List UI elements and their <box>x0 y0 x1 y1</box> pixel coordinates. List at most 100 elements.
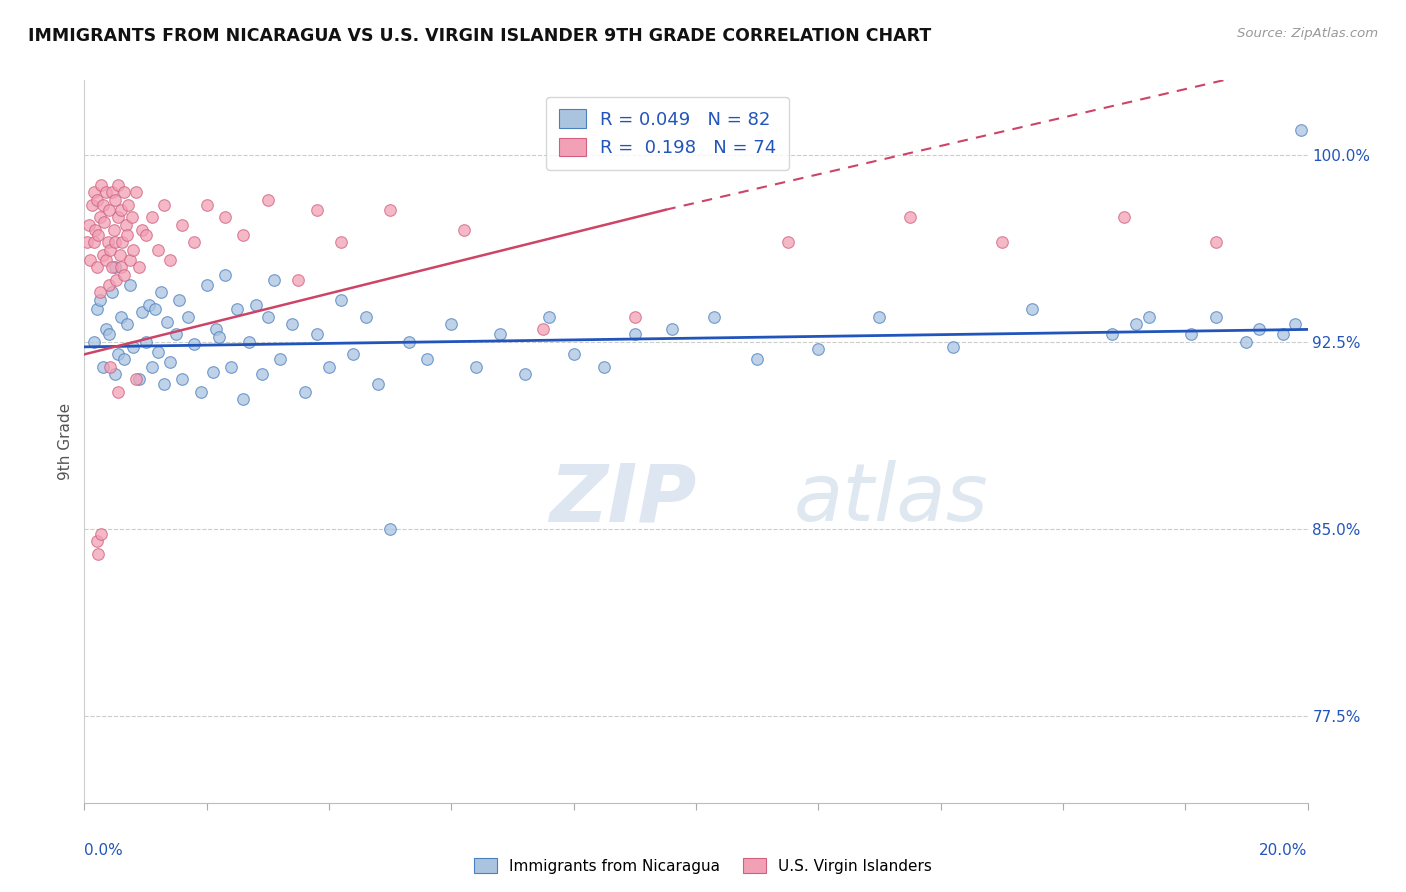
Point <box>112 352 135 367</box>
Point <box>214 211 236 225</box>
Point <box>131 223 153 237</box>
Y-axis label: 9th Grade: 9th Grade <box>58 403 73 480</box>
Point <box>153 377 176 392</box>
Point <box>104 368 127 382</box>
Point <box>318 359 340 374</box>
Point <box>117 198 139 212</box>
Legend: R = 0.049   N = 82, R =  0.198   N = 74: R = 0.049 N = 82, R = 0.198 N = 74 <box>546 96 789 169</box>
Point <box>305 327 328 342</box>
Point <box>183 235 205 250</box>
Text: IMMIGRANTS FROM NICARAGUA VS U.S. VIRGIN ISLANDER 9TH GRADE CORRELATION CHART: IMMIGRANTS FROM NICARAGUA VS U.S. VIRGIN… <box>28 27 931 45</box>
Point <box>269 352 291 367</box>
Point <box>138 297 160 311</box>
Point <box>201 365 224 379</box>
Point <box>131 305 153 319</box>
Point <box>91 359 114 374</box>
Point <box>238 334 260 349</box>
Point <box>1114 211 1136 225</box>
Point <box>305 202 328 217</box>
Point <box>89 293 111 307</box>
Point <box>97 202 120 217</box>
Point <box>440 318 463 332</box>
Point <box>177 310 200 324</box>
Point <box>159 252 181 267</box>
Point <box>93 215 115 229</box>
Text: 20.0%: 20.0% <box>1260 843 1308 857</box>
Point <box>1272 327 1295 342</box>
Point <box>146 243 169 257</box>
Point <box>219 359 242 374</box>
Point <box>1137 310 1160 324</box>
Point <box>141 211 163 225</box>
Point <box>562 347 585 361</box>
Point <box>149 285 172 299</box>
Point <box>105 272 128 286</box>
Point <box>232 227 254 242</box>
Point <box>122 340 145 354</box>
Point <box>464 359 486 374</box>
Point <box>110 202 132 217</box>
Point <box>91 248 114 262</box>
Point <box>245 297 267 311</box>
Point <box>86 260 108 274</box>
Point <box>83 186 105 200</box>
Point <box>226 302 249 317</box>
Point <box>112 268 135 282</box>
Point <box>98 359 121 374</box>
Text: atlas: atlas <box>794 460 988 539</box>
Point <box>107 384 129 399</box>
Point <box>122 243 145 257</box>
Point <box>135 227 157 242</box>
Point <box>869 310 891 324</box>
Point <box>380 522 402 536</box>
Point <box>103 223 125 237</box>
Point <box>367 377 389 392</box>
Point <box>90 178 112 192</box>
Point <box>87 547 110 561</box>
Point <box>294 384 316 399</box>
Point <box>1101 327 1123 342</box>
Point <box>83 235 105 250</box>
Point <box>263 272 285 286</box>
Point <box>104 260 127 274</box>
Point <box>165 327 187 342</box>
Point <box>111 235 134 250</box>
Point <box>453 223 475 237</box>
Point <box>156 315 179 329</box>
Point <box>807 343 830 357</box>
Point <box>108 248 131 262</box>
Point <box>107 178 129 192</box>
Point <box>991 235 1014 250</box>
Point <box>115 218 138 232</box>
Point <box>128 372 150 386</box>
Point <box>167 293 190 307</box>
Point <box>101 260 124 274</box>
Point <box>125 372 148 386</box>
Point <box>1205 235 1227 250</box>
Point <box>86 193 108 207</box>
Point <box>538 310 561 324</box>
Point <box>79 252 101 267</box>
Point <box>195 198 218 212</box>
Point <box>190 384 212 399</box>
Point <box>330 293 353 307</box>
Point <box>97 327 120 342</box>
Point <box>107 211 129 225</box>
Point <box>416 352 439 367</box>
Point <box>257 193 280 207</box>
Point <box>120 277 142 292</box>
Point <box>90 526 112 541</box>
Point <box>115 318 138 332</box>
Point <box>257 310 280 324</box>
Text: Source: ZipAtlas.com: Source: ZipAtlas.com <box>1237 27 1378 40</box>
Point <box>125 186 148 200</box>
Point <box>112 186 135 200</box>
Point <box>153 198 176 212</box>
Point <box>172 218 194 232</box>
Point <box>1284 318 1306 332</box>
Point <box>110 260 132 274</box>
Point <box>250 368 273 382</box>
Point <box>624 310 647 324</box>
Point <box>104 235 127 250</box>
Legend: Immigrants from Nicaragua, U.S. Virgin Islanders: Immigrants from Nicaragua, U.S. Virgin I… <box>468 852 938 880</box>
